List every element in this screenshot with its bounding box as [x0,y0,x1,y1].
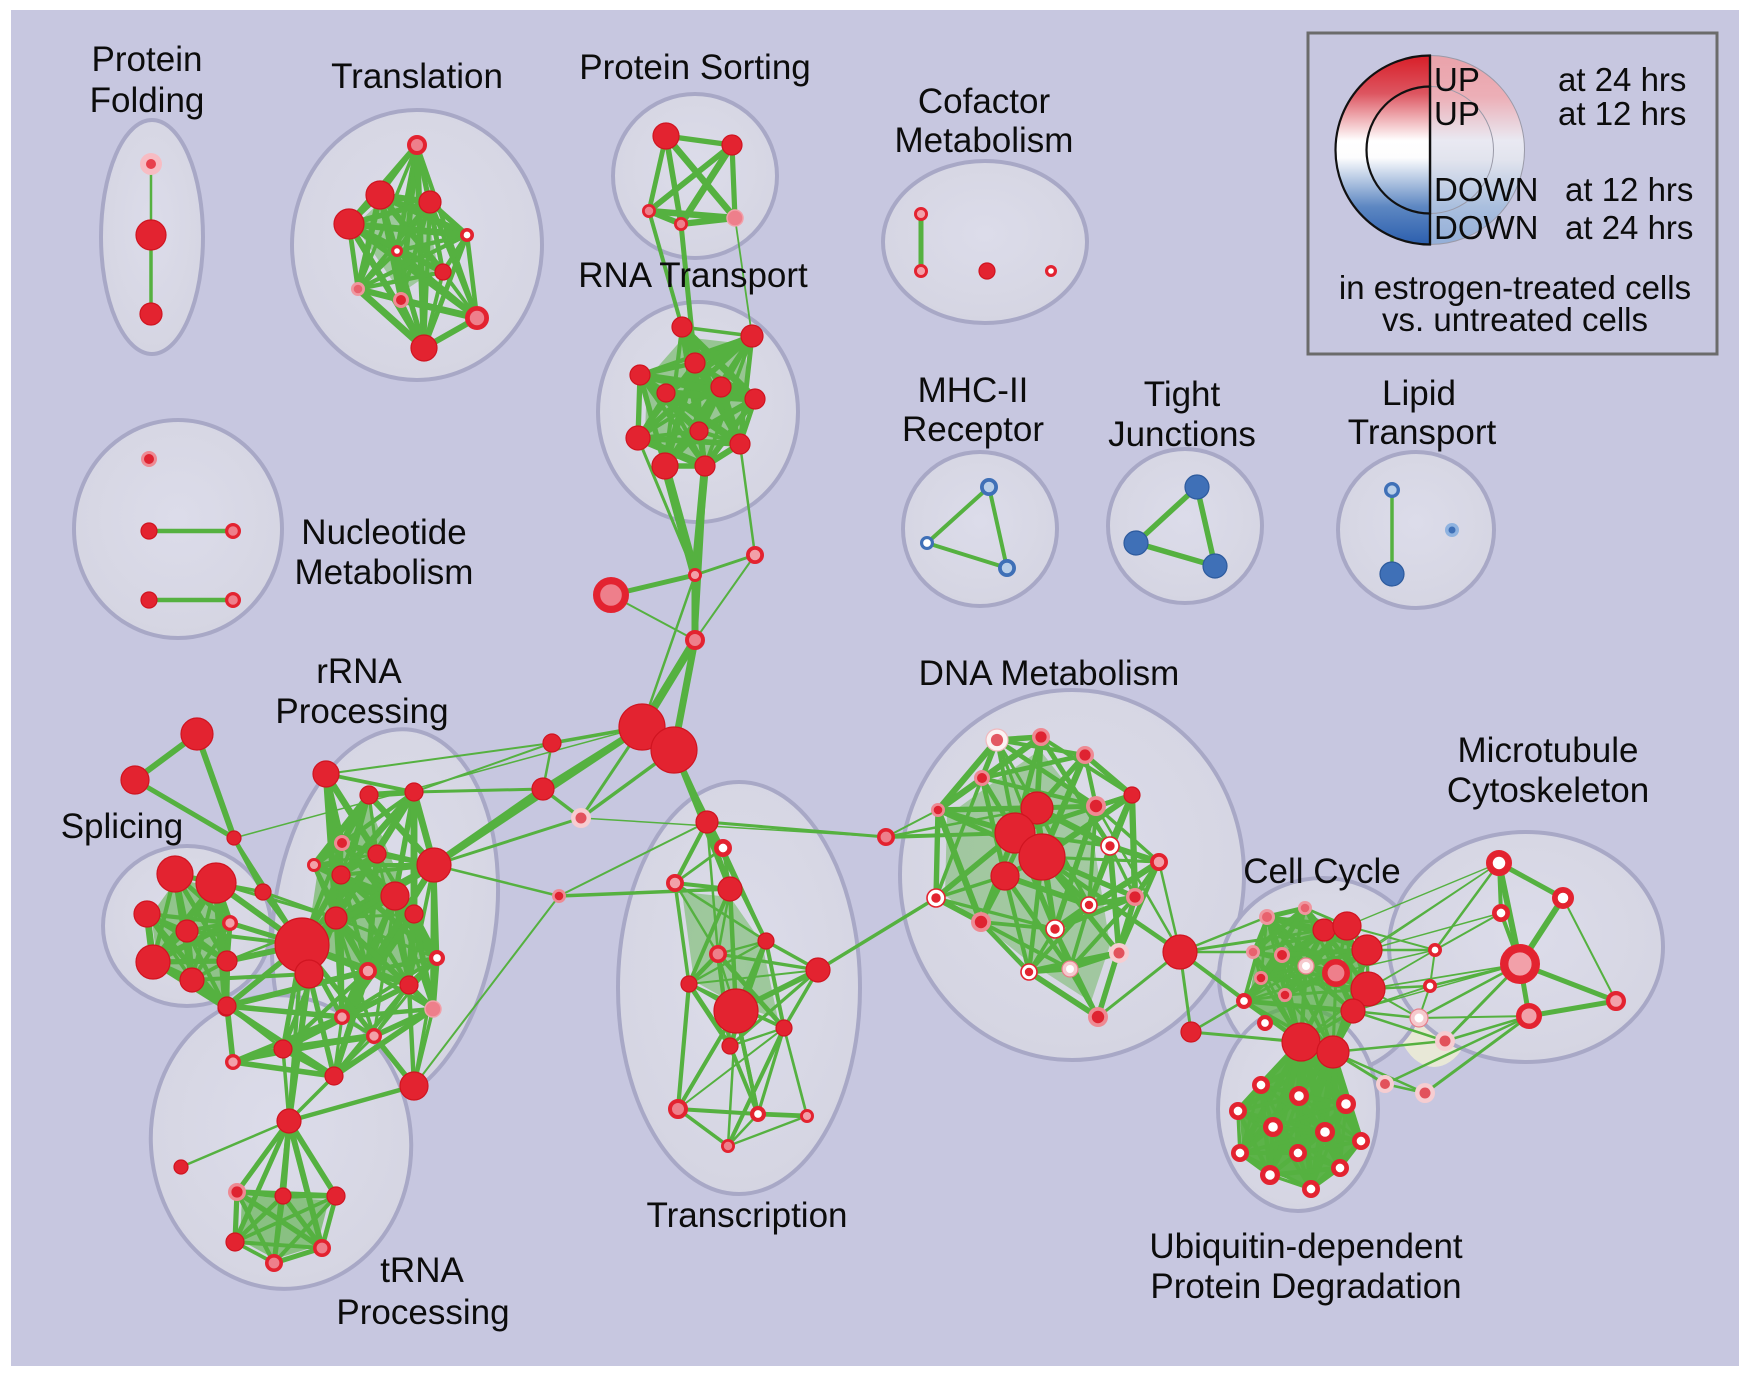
svg-text:at 24 hrs: at 24 hrs [1565,209,1693,246]
svg-text:Processing: Processing [275,692,448,731]
svg-text:RNA Transport: RNA Transport [578,256,808,295]
svg-text:Protein: Protein [92,40,203,79]
svg-text:Cell Cycle: Cell Cycle [1243,852,1401,891]
svg-text:DOWN: DOWN [1434,171,1538,208]
svg-text:Junctions: Junctions [1108,415,1256,454]
svg-text:in estrogen-treated cells: in estrogen-treated cells [1339,269,1691,306]
svg-text:Receptor: Receptor [902,410,1044,449]
svg-text:vs. untreated cells: vs. untreated cells [1382,301,1648,338]
svg-text:Processing: Processing [336,1293,509,1332]
svg-text:at 12 hrs: at 12 hrs [1558,95,1686,132]
svg-text:Cytoskeleton: Cytoskeleton [1447,771,1649,810]
svg-text:at 24 hrs: at 24 hrs [1558,61,1686,98]
svg-text:Transcription: Transcription [647,1196,848,1235]
svg-text:Microtubule: Microtubule [1458,731,1639,770]
svg-text:UP: UP [1434,95,1480,132]
svg-text:rRNA: rRNA [316,652,402,691]
svg-text:at 12 hrs: at 12 hrs [1565,171,1693,208]
svg-text:Metabolism: Metabolism [895,121,1074,160]
svg-text:DNA Metabolism: DNA Metabolism [919,654,1180,693]
svg-text:Protein Sorting: Protein Sorting [579,48,811,87]
svg-text:tRNA: tRNA [380,1251,464,1290]
svg-text:DOWN: DOWN [1434,209,1538,246]
svg-text:Nucleotide: Nucleotide [301,513,466,552]
svg-text:Translation: Translation [331,57,503,96]
svg-text:Cofactor: Cofactor [918,82,1051,121]
svg-text:Protein Degradation: Protein Degradation [1150,1267,1461,1306]
svg-text:Metabolism: Metabolism [295,553,474,592]
svg-text:UP: UP [1434,61,1480,98]
svg-text:Transport: Transport [1348,413,1497,452]
svg-text:Splicing: Splicing [61,807,184,846]
svg-text:Folding: Folding [90,81,205,120]
svg-text:Tight: Tight [1144,375,1221,414]
svg-text:Ubiquitin-dependent: Ubiquitin-dependent [1149,1227,1463,1266]
svg-text:Lipid: Lipid [1382,374,1456,413]
svg-text:MHC-II: MHC-II [918,371,1029,410]
